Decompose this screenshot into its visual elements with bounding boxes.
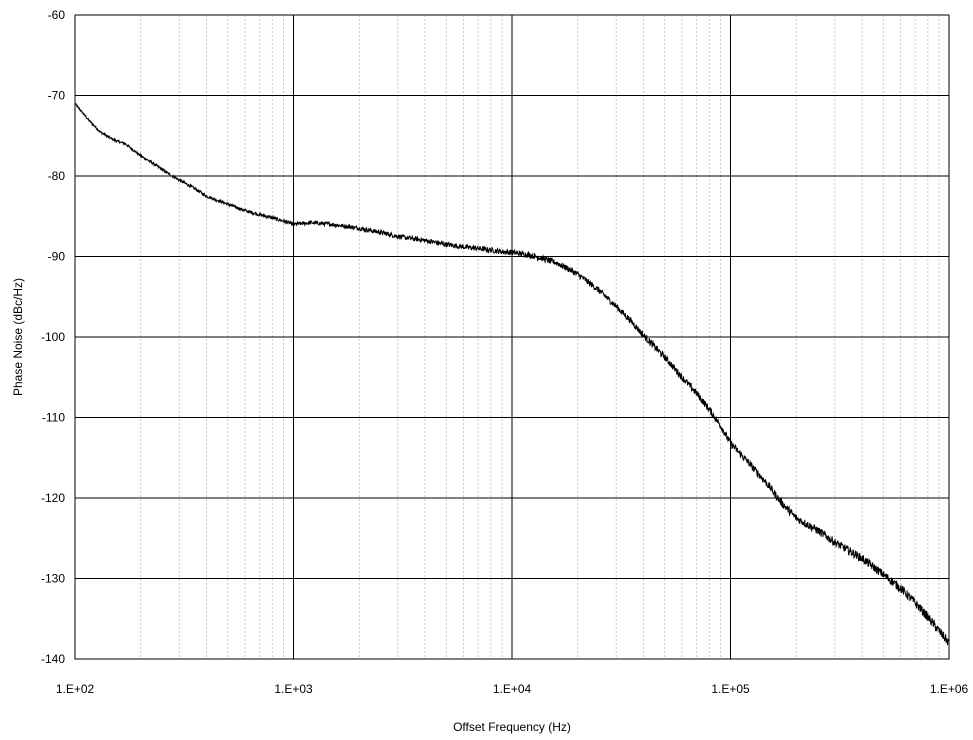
y-axis-title: Phase Noise (dBc/Hz) bbox=[11, 278, 25, 396]
y-tick-label: -100 bbox=[41, 330, 65, 344]
x-tick-label: 1.E+02 bbox=[56, 682, 95, 696]
y-tick-label: -120 bbox=[41, 491, 65, 505]
x-tick-label: 1.E+05 bbox=[711, 682, 750, 696]
y-tick-label: -70 bbox=[48, 89, 66, 103]
phase-noise-series-line bbox=[74, 103, 950, 646]
y-tick-label: -80 bbox=[48, 169, 66, 183]
y-tick-labels: -60 -70 -80 -90 -100 -110 -120 -130 -140 bbox=[41, 8, 65, 666]
y-tick-label: -140 bbox=[41, 652, 65, 666]
y-tick-label: -110 bbox=[42, 411, 65, 425]
plot-border bbox=[74, 14, 950, 660]
x-axis-title: Offset Frequency (Hz) bbox=[453, 720, 571, 734]
x-tick-label: 1.E+06 bbox=[930, 682, 969, 696]
y-tick-label: -90 bbox=[48, 250, 66, 264]
x-tick-label: 1.E+03 bbox=[274, 682, 313, 696]
x-tick-labels: 1.E+02 1.E+03 1.E+04 1.E+05 1.E+06 bbox=[56, 682, 969, 696]
x-tick-label: 1.E+04 bbox=[493, 682, 532, 696]
y-tick-label: -60 bbox=[48, 8, 66, 22]
y-tick-label: -130 bbox=[41, 572, 65, 586]
